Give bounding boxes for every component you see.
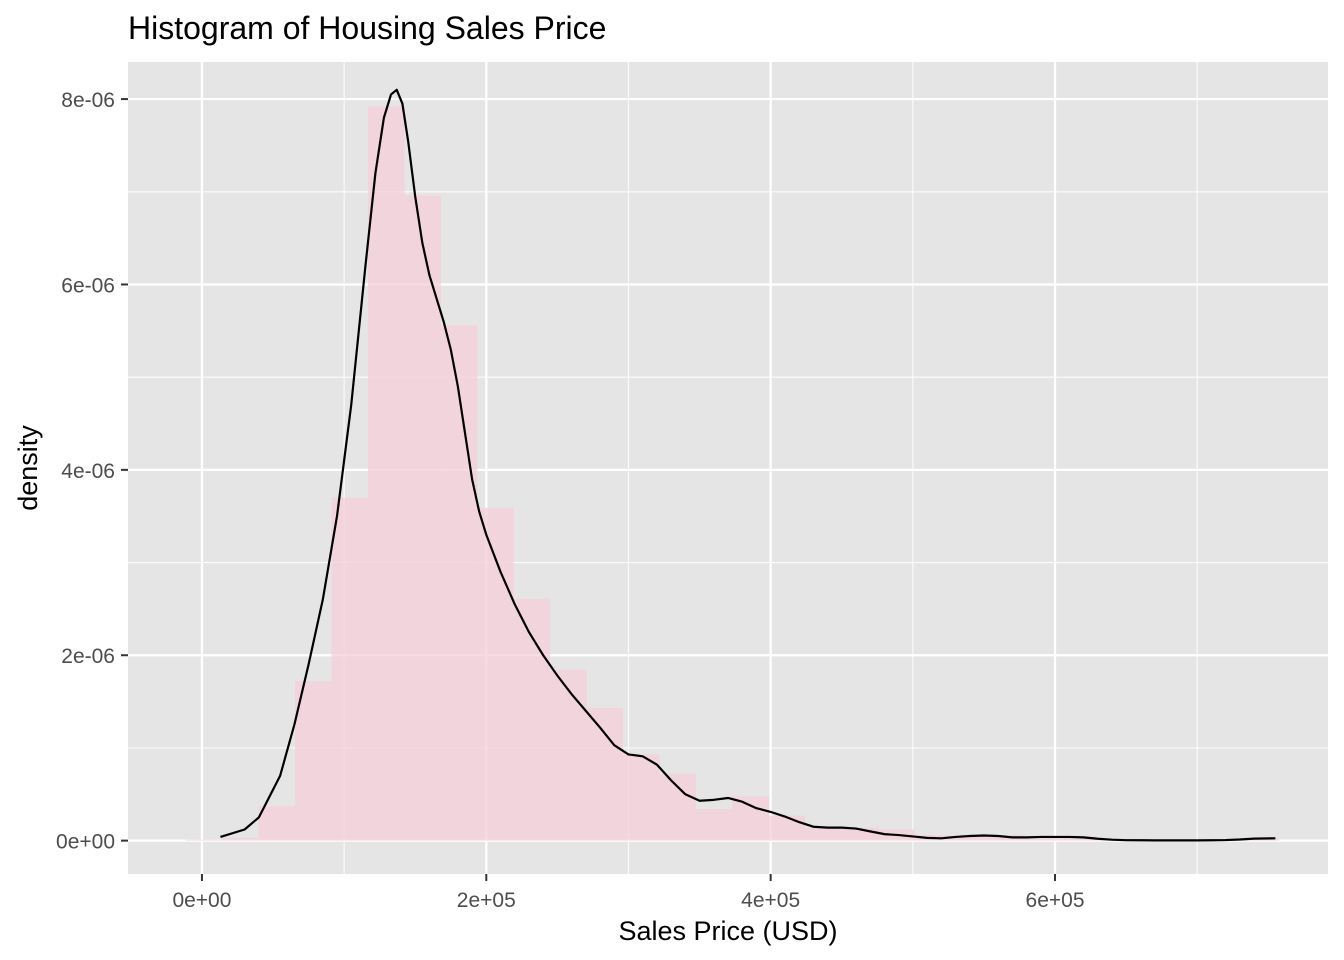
y-tick-label: 4e-06 [61,460,115,483]
histogram-bar [440,325,478,841]
histogram-bar [222,837,259,841]
histogram-bar [732,796,769,841]
density-curve [220,88,1276,842]
histogram-bar [659,773,696,841]
histogram-bar [805,827,842,841]
x-axis-title: Sales Price (USD) [618,916,837,946]
histogram-bar [586,708,624,841]
y-tick-label: 2e-06 [61,645,115,668]
y-axis: 0e+00 2e-06 4e-06 6e-06 8e-06 [56,89,128,854]
histogram-bar [368,106,405,841]
histogram-bar [185,839,223,841]
x-tick-label: 2e+05 [457,889,516,912]
histogram-bar [987,835,1024,841]
histogram-bar [404,195,441,841]
minor-gridlines [128,62,1328,874]
histogram-bar [768,815,806,841]
histogram-bar [258,806,296,841]
y-tick-label: 8e-06 [61,89,115,112]
histogram-bar [331,497,368,841]
x-tick-label: 6e+05 [1026,889,1085,912]
y-tick-label: 0e+00 [56,831,115,854]
histogram-bar [550,670,587,841]
histogram-bar [295,681,332,841]
histogram-bar [1023,837,1061,841]
y-tick-label: 6e-06 [61,274,115,297]
chart-title: Histogram of Housing Sales Price [128,10,606,46]
histogram-bar [695,809,733,841]
x-tick-label: 4e+05 [741,889,800,912]
histogram-bar [477,507,514,841]
y-axis-title: density [13,425,43,511]
histogram-bar [951,836,988,841]
histogram-bar [1242,838,1280,841]
x-tick-label: 0e+00 [172,889,231,912]
x-axis: 0e+00 2e+05 4e+05 6e+05 [172,874,1085,912]
histogram-bar [623,754,660,841]
histogram-bars [185,106,1280,841]
